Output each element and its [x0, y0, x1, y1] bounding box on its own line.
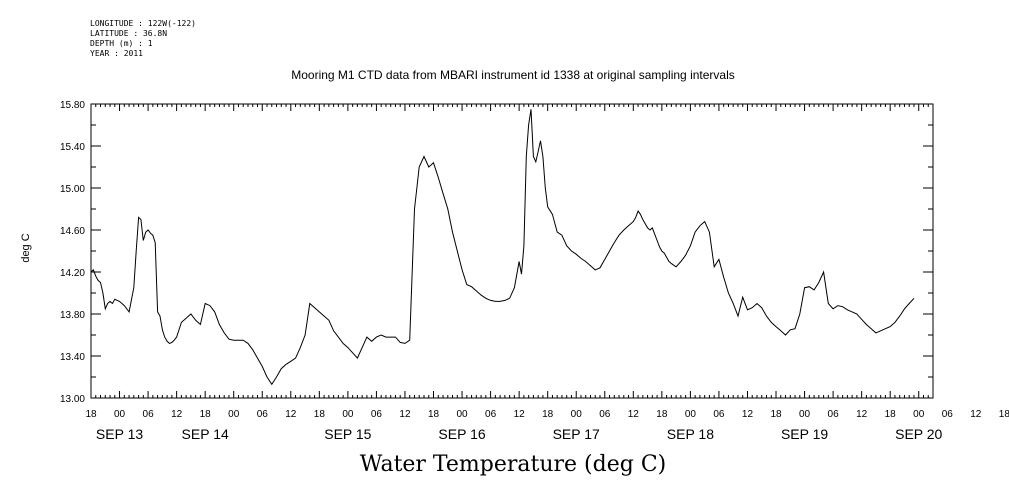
x-tick-label: 18 [999, 409, 1009, 420]
y-tick-label: 14.60 [60, 226, 85, 237]
x-tick-label: 00 [456, 409, 468, 420]
x-tick-label: 06 [713, 409, 725, 420]
x-tick-label: 18 [770, 409, 782, 420]
temperature-series-line [90, 109, 915, 386]
x-tick-label: 00 [228, 409, 240, 420]
x-tick-label: 18 [428, 409, 440, 420]
x-day-label: SEP 17 [553, 426, 600, 442]
x-tick-label: 06 [599, 409, 611, 420]
y-tick-label: 14.20 [60, 268, 85, 279]
x-tick-label: 06 [942, 409, 954, 420]
chart-title: Mooring M1 CTD data from MBARI instrumen… [291, 68, 735, 82]
x-tick-label: 00 [685, 409, 697, 420]
x-tick-label: 06 [485, 409, 497, 420]
y-tick-label: 13.80 [60, 310, 85, 321]
x-tick-label: 12 [970, 409, 982, 420]
metadata-block: LONGITUDE : 122W(-122) LATITUDE : 36.8N … [90, 19, 196, 59]
x-tick-label: 06 [257, 409, 269, 420]
x-day-label: SEP 16 [438, 426, 485, 442]
y-tick-label: 15.00 [60, 184, 85, 195]
x-day-label: SEP 18 [667, 426, 714, 442]
x-tick-label: 00 [571, 409, 583, 420]
y-tick-label: 15.80 [60, 100, 85, 111]
x-axis-label: Water Temperature (deg C) [359, 452, 667, 477]
x-tick-label: 18 [542, 409, 554, 420]
x-tick-label: 00 [114, 409, 126, 420]
x-tick-label: 18 [314, 409, 326, 420]
x-day-label: SEP 15 [324, 426, 371, 442]
year-label: YEAR : 2011 [90, 49, 143, 58]
x-tick-label: 00 [342, 409, 354, 420]
x-tick-label: 12 [628, 409, 640, 420]
x-tick-label: 06 [371, 409, 383, 420]
x-tick-label: 12 [514, 409, 526, 420]
x-tick-label: 18 [85, 409, 97, 420]
longitude-label: LONGITUDE : 122W(-122) [90, 19, 196, 28]
x-tick-label: 12 [171, 409, 183, 420]
x-tick-label: 12 [742, 409, 754, 420]
x-tick-label: 12 [285, 409, 297, 420]
x-tick-label: 00 [799, 409, 811, 420]
x-tick-label: 06 [828, 409, 840, 420]
x-tick-label: 06 [143, 409, 155, 420]
depth-label: DEPTH (m) : 1 [90, 39, 153, 48]
latitude-label: LATITUDE : 36.8N [90, 29, 168, 38]
x-tick-label: 00 [913, 409, 925, 420]
x-tick-label: 12 [856, 409, 868, 420]
x-day-label: SEP 14 [182, 426, 229, 442]
x-tick-label: 18 [885, 409, 897, 420]
y-tick-label: 13.40 [60, 352, 85, 363]
y-tick-label: 15.40 [60, 142, 85, 153]
x-tick-label: 12 [399, 409, 411, 420]
x-day-label: SEP 20 [895, 426, 942, 442]
x-tick-label: 18 [200, 409, 212, 420]
x-tick-label: 18 [656, 409, 668, 420]
y-tick-label: 13.00 [60, 394, 85, 405]
plot-frame [90, 103, 934, 399]
x-day-label: SEP 13 [96, 426, 143, 442]
x-day-label: SEP 19 [781, 426, 828, 442]
